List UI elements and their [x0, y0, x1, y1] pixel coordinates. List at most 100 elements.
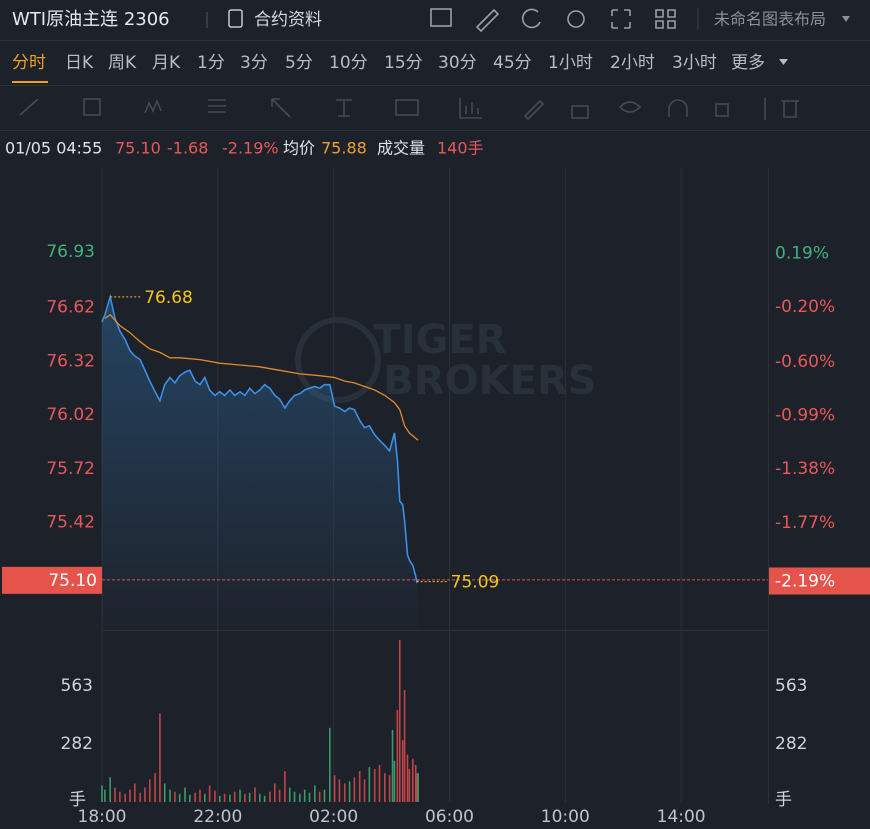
- volume-bar: [134, 783, 136, 802]
- volume-bar: [348, 781, 351, 802]
- volume-tick-label: 563: [775, 676, 807, 696]
- volume-bar: [223, 793, 226, 802]
- y-tick-label: 75.72: [46, 459, 95, 479]
- tool-chart[interactable]: [459, 98, 482, 119]
- icon-indicator[interactable]: [430, 8, 452, 27]
- volume-bar: [214, 790, 216, 802]
- volume-bar: [415, 773, 418, 802]
- x-tick-label: 02:00: [309, 807, 358, 827]
- tool-pen[interactable]: [523, 99, 545, 121]
- volume-bar: [314, 785, 316, 802]
- contract-info[interactable]: 合约资料: [254, 10, 322, 30]
- tool-fib[interactable]: [208, 99, 226, 113]
- volume-bar: [244, 793, 246, 802]
- volume-bar: [263, 795, 266, 802]
- volume-bar: [174, 791, 176, 802]
- volume-bar: [414, 764, 417, 802]
- volume-bar: [373, 769, 376, 802]
- volume-bar: [233, 791, 236, 802]
- volume-bar: [417, 773, 419, 802]
- interval[interactable]: 3分: [240, 53, 268, 73]
- volume-bar: [218, 795, 221, 802]
- watermark-logo: [295, 317, 381, 403]
- dropdown-arrow[interactable]: [842, 16, 850, 22]
- line: [101, 293, 419, 584]
- info-time: 01/05 04:55: [5, 139, 102, 158]
- volume-bar: [248, 792, 251, 802]
- interval[interactable]: 1分: [197, 53, 225, 73]
- drawing-tools: [19, 98, 799, 121]
- tool-eye[interactable]: [619, 101, 642, 113]
- tool-lock[interactable]: [571, 105, 589, 119]
- interval[interactable]: 3小时: [672, 53, 717, 73]
- volume-bar: [328, 727, 331, 802]
- interval[interactable]: 月K: [152, 53, 181, 73]
- tool-arrow[interactable]: [271, 98, 291, 118]
- y2-tick-label: 0.19%: [775, 243, 829, 263]
- interval[interactable]: 15分: [384, 53, 423, 73]
- x-tick-label: 14:00: [657, 807, 706, 827]
- volume-bar: [384, 773, 386, 802]
- tool-label[interactable]: [395, 99, 419, 116]
- interval[interactable]: 更多: [731, 53, 765, 73]
- layout-name[interactable]: 未命名图表布局: [714, 10, 826, 29]
- y2-tick-label: -1.77%: [775, 513, 835, 533]
- toolbar-icons: [430, 8, 676, 33]
- icon-draw[interactable]: [475, 8, 500, 33]
- icon-settings[interactable]: [567, 10, 585, 28]
- more-arrow[interactable]: [779, 59, 788, 65]
- tool-magnet[interactable]: [668, 99, 688, 117]
- volume-bar: [358, 771, 361, 802]
- tool-delete[interactable]: [781, 100, 799, 118]
- tool-rect[interactable]: [83, 98, 101, 116]
- tool-wave[interactable]: [144, 98, 162, 114]
- volume-bar: [208, 785, 211, 802]
- volume-bar: [189, 794, 191, 802]
- volume-bar: [154, 773, 156, 802]
- volume-bar: [406, 754, 409, 802]
- volume-bar: [308, 792, 311, 802]
- interval[interactable]: 2小时: [610, 53, 655, 73]
- volume-bar: [101, 785, 103, 802]
- icon-fullscreen[interactable]: [611, 9, 631, 29]
- doc-icon[interactable]: [228, 9, 243, 28]
- volume-bar: [124, 793, 126, 802]
- interval[interactable]: 1小时: [548, 53, 593, 73]
- volume-bar: [412, 758, 414, 802]
- volume-bar: [343, 783, 346, 802]
- y2-tick-label: -0.99%: [775, 406, 835, 426]
- volume-bar: [129, 789, 131, 802]
- current-price-box: [2, 566, 102, 594]
- interval[interactable]: 分时: [12, 53, 46, 73]
- volume-tick-label: 563: [61, 676, 93, 696]
- volume-bar: [273, 783, 276, 802]
- interval[interactable]: 45分: [493, 53, 532, 73]
- volume-bar: [254, 787, 256, 802]
- volume-bar: [144, 787, 146, 802]
- symbol[interactable]: WTI原油主连 2306: [12, 9, 170, 30]
- interval[interactable]: 10分: [329, 53, 368, 73]
- watermark: TIGER: [373, 317, 506, 363]
- interval[interactable]: 5分: [285, 53, 313, 73]
- info-change: -1.68: [167, 139, 208, 158]
- tool-text[interactable]: [336, 99, 352, 117]
- tool-copy[interactable]: [715, 103, 729, 117]
- x-tick-label: 10:00: [541, 807, 590, 827]
- area: [102, 296, 419, 630]
- info-change-pct: -2.19%: [222, 139, 279, 158]
- line: [104, 313, 419, 441]
- volume-bar: [293, 791, 296, 802]
- info-avg-label: 均价: [283, 139, 315, 158]
- volume-unit: 手: [69, 790, 86, 810]
- icon-layout[interactable]: [655, 9, 676, 29]
- interval[interactable]: 30分: [438, 53, 477, 73]
- volume-bar: [203, 793, 206, 802]
- tool-line[interactable]: [19, 98, 39, 116]
- volume-tick-label: 282: [61, 734, 93, 754]
- volume-bar: [284, 771, 286, 802]
- interval[interactable]: 日K: [65, 53, 94, 73]
- icon-refresh[interactable]: [521, 8, 541, 29]
- interval[interactable]: 周K: [108, 53, 137, 73]
